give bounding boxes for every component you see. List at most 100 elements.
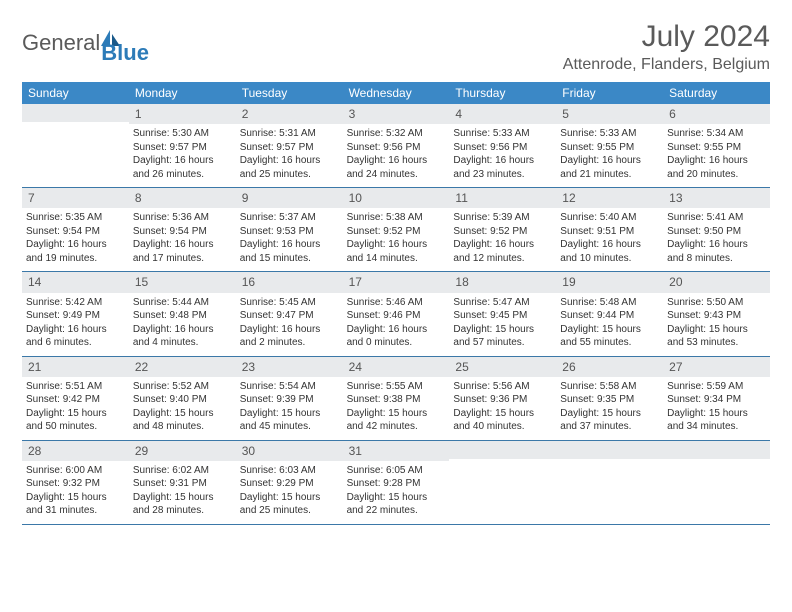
daylight-text: Daylight: 16 hours and 25 minutes. [240, 154, 339, 181]
day-cell: 1Sunrise: 5:30 AMSunset: 9:57 PMDaylight… [129, 104, 236, 187]
day-cell: 31 Sunrise: 6:05 AMSunset: 9:28 PMDayligh… [343, 441, 450, 524]
sunrise-text: Sunrise: 5:32 AM [347, 127, 446, 141]
day-number: 6 [663, 104, 770, 124]
day-cell: 7Sunrise: 5:35 AMSunset: 9:54 PMDaylight… [22, 188, 129, 271]
day-number: 16 [236, 272, 343, 292]
sunrise-text: Sunrise: 5:47 AM [453, 296, 552, 310]
sunrise-text: Sunrise: 5:41 AM [667, 211, 766, 225]
day-cell: 8Sunrise: 5:36 AMSunset: 9:54 PMDaylight… [129, 188, 236, 271]
daylight-text: Daylight: 15 hours and 34 minutes. [667, 407, 766, 434]
daylight-text: Daylight: 16 hours and 2 minutes. [240, 323, 339, 350]
day-cell: 29Sunrise: 6:02 AMSunset: 9:31 PMDayligh… [129, 441, 236, 524]
day-number: 14 [22, 272, 129, 292]
day-number: 25 [449, 357, 556, 377]
title-block: July 2024 Attenrode, Flanders, Belgium [563, 20, 770, 74]
daylight-text: Daylight: 15 hours and 37 minutes. [560, 407, 659, 434]
day-number: 30 [236, 441, 343, 461]
daylight-text: Daylight: 15 hours and 22 minutes. [347, 491, 446, 518]
day-cell: 13Sunrise: 5:41 AMSunset: 9:50 PMDayligh… [663, 188, 770, 271]
week-row: 28Sunrise: 6:00 AMSunset: 9:32 PMDayligh… [22, 441, 770, 525]
sunrise-text: Sunrise: 5:31 AM [240, 127, 339, 141]
daylight-text: Daylight: 15 hours and 55 minutes. [560, 323, 659, 350]
day-number: 4 [449, 104, 556, 124]
day-cell: 2Sunrise: 5:31 AMSunset: 9:57 PMDaylight… [236, 104, 343, 187]
sunset-text: Sunset: 9:57 PM [133, 141, 232, 155]
day-cell: 17Sunrise: 5:46 AMSunset: 9:46 PMDayligh… [343, 272, 450, 355]
sunset-text: Sunset: 9:34 PM [667, 393, 766, 407]
day-number: 12 [556, 188, 663, 208]
day-cell: 25 Sunrise: 5:56 AMSunset: 9:36 PMDayligh… [449, 357, 556, 440]
sunset-text: Sunset: 9:53 PM [240, 225, 339, 239]
daylight-text: Daylight: 16 hours and 23 minutes. [453, 154, 552, 181]
daylight-text: Daylight: 16 hours and 21 minutes. [560, 154, 659, 181]
sunrise-text: Sunrise: 5:46 AM [347, 296, 446, 310]
day-cell: 6Sunrise: 5:34 AMSunset: 9:55 PMDaylight… [663, 104, 770, 187]
sunset-text: Sunset: 9:32 PM [26, 477, 125, 491]
logo: General Blue [22, 20, 149, 66]
day-number: 11 [449, 188, 556, 208]
day-cell: 23Sunrise: 5:54 AMSunset: 9:39 PMDayligh… [236, 357, 343, 440]
daylight-text: Daylight: 15 hours and 40 minutes. [453, 407, 552, 434]
week-row: 1Sunrise: 5:30 AMSunset: 9:57 PMDaylight… [22, 104, 770, 188]
sunrise-text: Sunrise: 5:54 AM [240, 380, 339, 394]
sunrise-text: Sunrise: 5:34 AM [667, 127, 766, 141]
day-number: 2 [236, 104, 343, 124]
location-text: Attenrode, Flanders, Belgium [563, 56, 770, 74]
day-number: 31 [343, 441, 450, 461]
sunset-text: Sunset: 9:36 PM [453, 393, 552, 407]
day-cell: 22Sunrise: 5:52 AMSunset: 9:40 PMDayligh… [129, 357, 236, 440]
weekday-label: Wednesday [343, 82, 450, 104]
daylight-text: Daylight: 16 hours and 8 minutes. [667, 238, 766, 265]
sunrise-text: Sunrise: 5:51 AM [26, 380, 125, 394]
weekday-label: Sunday [22, 82, 129, 104]
day-cell: 5Sunrise: 5:33 AMSunset: 9:55 PMDaylight… [556, 104, 663, 187]
logo-text-general: General [22, 30, 100, 56]
day-number: 10 [343, 188, 450, 208]
sunrise-text: Sunrise: 5:38 AM [347, 211, 446, 225]
daylight-text: Daylight: 15 hours and 42 minutes. [347, 407, 446, 434]
day-number: 21 [22, 357, 129, 377]
day-number: 29 [129, 441, 236, 461]
week-row: 7Sunrise: 5:35 AMSunset: 9:54 PMDaylight… [22, 188, 770, 272]
sunrise-text: Sunrise: 5:40 AM [560, 211, 659, 225]
sunset-text: Sunset: 9:43 PM [667, 309, 766, 323]
sunset-text: Sunset: 9:45 PM [453, 309, 552, 323]
day-number: 15 [129, 272, 236, 292]
sunrise-text: Sunrise: 6:02 AM [133, 464, 232, 478]
sunrise-text: Sunrise: 5:56 AM [453, 380, 552, 394]
empty-day-bar [449, 441, 556, 459]
day-number: 22 [129, 357, 236, 377]
daylight-text: Daylight: 16 hours and 14 minutes. [347, 238, 446, 265]
weekday-header-row: SundayMondayTuesdayWednesdayThursdayFrid… [22, 82, 770, 104]
sunset-text: Sunset: 9:31 PM [133, 477, 232, 491]
sunrise-text: Sunrise: 5:33 AM [560, 127, 659, 141]
sunrise-text: Sunrise: 6:05 AM [347, 464, 446, 478]
sunrise-text: Sunrise: 5:39 AM [453, 211, 552, 225]
empty-day-bar [556, 441, 663, 459]
day-number: 7 [22, 188, 129, 208]
daylight-text: Daylight: 15 hours and 31 minutes. [26, 491, 125, 518]
sunrise-text: Sunrise: 5:45 AM [240, 296, 339, 310]
day-number: 13 [663, 188, 770, 208]
daylight-text: Daylight: 16 hours and 6 minutes. [26, 323, 125, 350]
daylight-text: Daylight: 15 hours and 48 minutes. [133, 407, 232, 434]
daylight-text: Daylight: 16 hours and 15 minutes. [240, 238, 339, 265]
day-cell: 12Sunrise: 5:40 AMSunset: 9:51 PMDayligh… [556, 188, 663, 271]
logo-text-blue: Blue [101, 40, 149, 66]
page-header: General Blue July 2024 Attenrode, Flande… [22, 20, 770, 74]
sunset-text: Sunset: 9:44 PM [560, 309, 659, 323]
month-title: July 2024 [563, 20, 770, 54]
day-number: 24 [343, 357, 450, 377]
day-cell: 9Sunrise: 5:37 AMSunset: 9:53 PMDaylight… [236, 188, 343, 271]
sunset-text: Sunset: 9:28 PM [347, 477, 446, 491]
day-number: 28 [22, 441, 129, 461]
sunset-text: Sunset: 9:46 PM [347, 309, 446, 323]
sunset-text: Sunset: 9:42 PM [26, 393, 125, 407]
day-cell [556, 441, 663, 524]
sunrise-text: Sunrise: 5:44 AM [133, 296, 232, 310]
sunset-text: Sunset: 9:39 PM [240, 393, 339, 407]
day-number: 3 [343, 104, 450, 124]
sunrise-text: Sunrise: 5:35 AM [26, 211, 125, 225]
sunrise-text: Sunrise: 5:52 AM [133, 380, 232, 394]
sunset-text: Sunset: 9:38 PM [347, 393, 446, 407]
